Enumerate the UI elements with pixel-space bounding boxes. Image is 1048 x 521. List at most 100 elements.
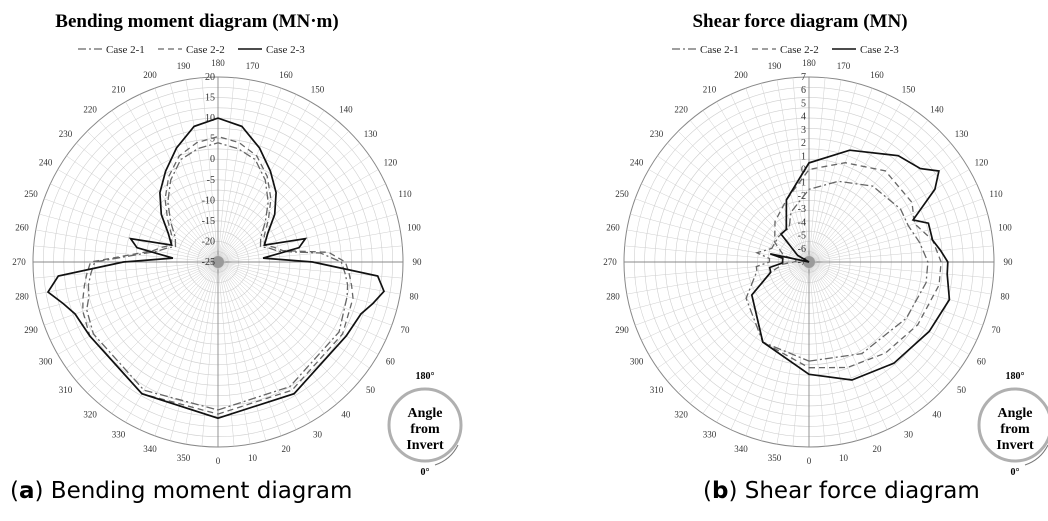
- grid-spoke: [98, 120, 219, 263]
- badge-top-label: 180°: [1006, 371, 1025, 382]
- grid-spoke: [169, 261, 219, 441]
- angle-label: 280: [606, 292, 620, 302]
- angle-label: 110: [398, 189, 412, 199]
- grid-spoke: [44, 198, 219, 263]
- grid-spoke: [139, 261, 219, 430]
- angle-label: 340: [143, 444, 157, 454]
- radial-tick-label: 5: [801, 98, 806, 109]
- badge-line2: from: [1000, 422, 1030, 437]
- grid-spoke: [630, 261, 810, 311]
- grid-spoke: [217, 261, 338, 404]
- grid-spoke: [217, 213, 397, 263]
- angle-label: 30: [904, 429, 914, 439]
- angle-label: 280: [15, 292, 29, 302]
- grid-spoke: [217, 261, 386, 341]
- grid-spoke: [808, 101, 902, 263]
- grid-spoke: [111, 261, 219, 414]
- angle-label: 330: [112, 429, 126, 439]
- angle-label: 180: [211, 58, 225, 68]
- grid-spoke: [808, 261, 873, 436]
- angle-label: 70: [400, 325, 410, 335]
- grid-spoke: [792, 77, 810, 263]
- grid-spoke: [217, 245, 403, 263]
- angle-label: 220: [83, 105, 97, 115]
- angle-label: 250: [24, 189, 38, 199]
- angle-label: 250: [615, 189, 629, 199]
- grid-spoke: [217, 229, 401, 263]
- grid-spoke: [57, 261, 219, 355]
- grid-spoke: [217, 261, 267, 441]
- angle-label: 270: [603, 257, 617, 267]
- angle-label: 20: [282, 444, 292, 454]
- angle-label: 90: [1004, 257, 1014, 267]
- grid-spoke: [678, 261, 810, 393]
- grid-spoke: [641, 183, 810, 263]
- angle-label: 310: [59, 385, 73, 395]
- angle-label: 160: [870, 70, 884, 80]
- angle-label: 300: [630, 357, 644, 367]
- grid-spoke: [808, 261, 992, 295]
- legend-label: Case 2-3: [266, 44, 305, 56]
- grid-spoke: [217, 120, 338, 263]
- grid-spoke: [657, 261, 810, 369]
- grid-spoke: [808, 261, 888, 430]
- grid-spoke: [217, 83, 267, 263]
- angle-label: 290: [615, 325, 629, 335]
- radial-tick-label: -3: [798, 204, 806, 215]
- grid-spoke: [808, 169, 970, 263]
- radial-tick-label: 0: [801, 165, 806, 176]
- radial-tick-label: 15: [205, 93, 215, 104]
- angle-label: 330: [703, 429, 717, 439]
- angle-label: 50: [366, 385, 376, 395]
- grid-spoke: [217, 110, 325, 263]
- grid-spoke: [39, 213, 219, 263]
- series-line-case-2-2: [751, 162, 942, 369]
- angle-label: 140: [930, 105, 944, 115]
- radial-tick-label: 3: [801, 125, 806, 136]
- badge-line3: Invert: [406, 438, 444, 453]
- grid-spoke: [635, 198, 810, 263]
- angle-label: 210: [112, 85, 126, 95]
- angle-label: 230: [650, 129, 664, 139]
- grid-spoke: [66, 155, 219, 263]
- grid-spoke: [702, 261, 810, 414]
- grid-spoke: [76, 142, 219, 263]
- angle-label: 240: [39, 158, 53, 168]
- grid-spoke: [808, 88, 873, 263]
- grid-spoke: [808, 131, 940, 263]
- radial-tick-label: -5: [798, 231, 806, 242]
- angle-label: 220: [674, 105, 688, 115]
- caption-a-letter: a: [18, 478, 35, 504]
- grid-spoke: [808, 213, 988, 263]
- radial-tick-label: 1: [801, 151, 806, 162]
- grid-spoke: [66, 261, 219, 369]
- grid-spoke: [808, 261, 858, 441]
- grid-spoke: [217, 261, 397, 311]
- grid-spoke: [201, 77, 219, 263]
- grid-spoke: [111, 110, 219, 263]
- radial-tick-label: 2: [801, 138, 806, 149]
- grid-spoke: [745, 88, 810, 263]
- grid-spoke: [641, 261, 810, 341]
- grid-spoke: [217, 261, 325, 414]
- grid-spoke: [745, 261, 810, 436]
- angle-label: 350: [177, 453, 191, 463]
- grid-spoke: [44, 261, 219, 326]
- badge-ring: [387, 387, 463, 463]
- grid-spoke: [667, 261, 810, 382]
- angle-label: 130: [364, 129, 378, 139]
- grid-spoke: [702, 110, 810, 263]
- grid-spoke: [217, 261, 360, 382]
- angle-label: 180: [802, 58, 816, 68]
- grid-spoke: [217, 198, 392, 263]
- badge-line2: from: [410, 422, 440, 437]
- badge-line1: Angle: [408, 406, 443, 421]
- angle-label: 60: [386, 357, 396, 367]
- grid-spoke: [808, 261, 929, 404]
- grid-spoke: [808, 198, 983, 263]
- grid-spoke: [730, 94, 810, 263]
- grid-spoke: [217, 261, 282, 436]
- grid-spoke: [808, 94, 888, 263]
- grid-spoke: [776, 79, 810, 263]
- radial-tick-label: -7: [798, 257, 806, 268]
